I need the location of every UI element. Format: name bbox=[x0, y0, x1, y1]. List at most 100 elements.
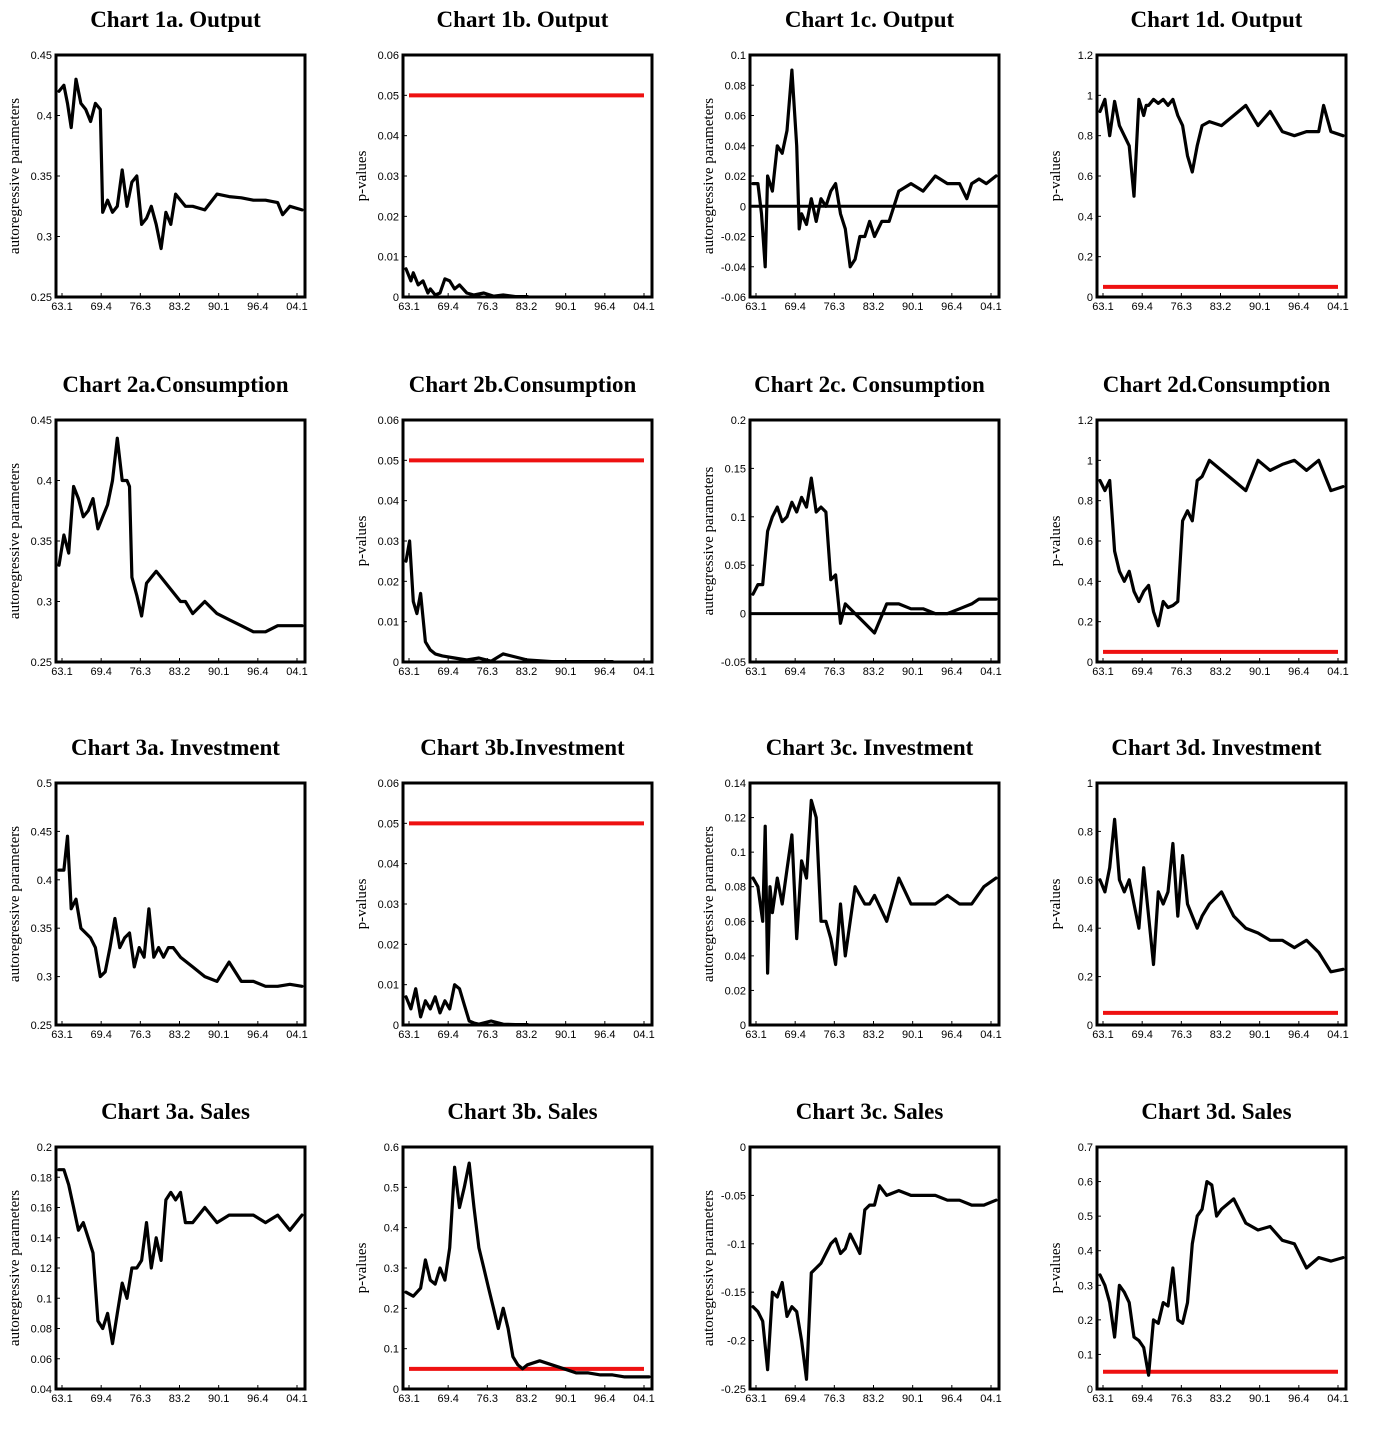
chart-panel-1d: Chart 1d. Output p-values 0 0.2 0.4 0.6 0.8 1 1.… bbox=[1041, 0, 1388, 352]
plot-frame bbox=[54, 418, 307, 664]
y-tick-label: 0.3 bbox=[384, 1263, 399, 1275]
x-tick-label: 04.1 bbox=[286, 1393, 307, 1405]
y-tick-label: 0.2 bbox=[1078, 252, 1093, 264]
x-tick-label: 69.4 bbox=[90, 1393, 111, 1405]
x-tick-label: 76.3 bbox=[1171, 1029, 1192, 1041]
y-tick-label: 0.25 bbox=[31, 657, 52, 669]
chart-title: Chart 2a.Consumption bbox=[62, 372, 288, 397]
series-line bbox=[1098, 817, 1345, 974]
x-tick-label: 63.1 bbox=[745, 666, 766, 678]
series-line bbox=[404, 1161, 651, 1379]
chart-title: Chart 3b. Sales bbox=[447, 1099, 597, 1124]
y-tick-label: 0.6 bbox=[1078, 536, 1093, 548]
y-axis-label: autoregressive parameters bbox=[7, 98, 23, 254]
x-tick-label: 76.3 bbox=[824, 301, 845, 313]
x-tick-label: 63.1 bbox=[398, 1393, 419, 1405]
series-line bbox=[57, 1168, 304, 1346]
y-tick-label: 0.3 bbox=[37, 972, 52, 984]
y-tick-label: 0.1 bbox=[731, 512, 746, 524]
chart-panel-4d: Chart 3d. Sales p-values 0 0.1 0.2 0.3 0.4 0.5 0… bbox=[1041, 1092, 1388, 1444]
y-tick-label: 0.8 bbox=[1078, 131, 1093, 143]
plot-frame bbox=[54, 781, 307, 1027]
y-tick-label: 1 bbox=[1087, 778, 1093, 790]
chart-title: Chart 3a. Investment bbox=[71, 735, 280, 760]
chart-title: Chart 2b.Consumption bbox=[409, 372, 637, 397]
x-tick-label: 63.1 bbox=[745, 1393, 766, 1405]
chart-panel-1a: Chart 1a. Output autoregressive parameter… bbox=[0, 0, 347, 352]
plot-frame bbox=[1095, 418, 1348, 664]
x-tick-label: 04.1 bbox=[980, 1393, 1001, 1405]
y-tick-label: -0.1 bbox=[727, 1239, 746, 1251]
chart-title: Chart 3d. Sales bbox=[1141, 1099, 1291, 1124]
y-tick-label: 0 bbox=[393, 1020, 399, 1032]
x-tick-label: 04.1 bbox=[286, 1029, 307, 1041]
x-tick-label: 83.2 bbox=[169, 1029, 190, 1041]
x-tick-label: 04.1 bbox=[1327, 301, 1348, 313]
chart-title: Chart 1a. Output bbox=[90, 7, 261, 32]
x-tick-label: 76.3 bbox=[477, 301, 498, 313]
x-tick-label: 69.4 bbox=[784, 1393, 805, 1405]
x-tick-label: 83.2 bbox=[169, 301, 190, 313]
y-tick-label: 0.4 bbox=[384, 1223, 399, 1235]
y-axis-label: autoregressive parameters bbox=[7, 826, 23, 982]
plot-frame bbox=[1095, 1145, 1348, 1391]
chart-title: Chart 3d. Investment bbox=[1111, 735, 1322, 760]
y-tick-label: 0.2 bbox=[37, 1142, 52, 1154]
y-tick-label: 1 bbox=[1087, 90, 1093, 102]
chart-grid: Chart 1a. Output autoregressive parameter… bbox=[0, 0, 1388, 1405]
y-tick-label: 0.15 bbox=[725, 463, 746, 475]
y-axis-label: p-values bbox=[354, 150, 370, 201]
chart-panel-4b: Chart 3b. Sales p-values 0 0.1 0.2 0.3 0.4 0.5 0… bbox=[347, 1092, 694, 1444]
x-tick-label: 63.1 bbox=[398, 1029, 419, 1041]
y-tick-label: 0.02 bbox=[378, 939, 399, 951]
x-tick-label: 63.1 bbox=[398, 666, 419, 678]
series-line bbox=[751, 68, 998, 269]
x-tick-label: 96.4 bbox=[247, 666, 268, 678]
y-tick-label: 0 bbox=[1087, 657, 1093, 669]
chart-svg-4c: Chart 3c. Sales autoregressive parameters… bbox=[701, 1099, 1002, 1405]
x-tick-label: 96.4 bbox=[941, 1029, 962, 1041]
chart-svg-4d: Chart 3d. Sales p-values 0 0.1 0.2 0.3 0.4 0.5 0… bbox=[1048, 1099, 1349, 1405]
y-tick-label: 0.45 bbox=[31, 50, 52, 62]
series-line bbox=[404, 983, 530, 1027]
plot-frame bbox=[401, 1145, 654, 1391]
y-tick-label: 0 bbox=[740, 1142, 746, 1154]
x-tick-label: 83.2 bbox=[863, 666, 884, 678]
y-tick-label: 0.4 bbox=[37, 875, 52, 887]
x-tick-label: 90.1 bbox=[555, 1393, 576, 1405]
y-tick-label: 0 bbox=[740, 201, 746, 213]
x-tick-label: 63.1 bbox=[1092, 666, 1113, 678]
y-tick-label: 0.2 bbox=[1078, 972, 1093, 984]
y-tick-label: 0.4 bbox=[1078, 1246, 1093, 1258]
chart-title: Chart 1c. Output bbox=[785, 7, 955, 32]
series-line bbox=[1098, 97, 1345, 198]
y-tick-label: 0.01 bbox=[378, 617, 399, 629]
y-axis-label: p-values bbox=[1048, 150, 1064, 201]
x-tick-label: 69.4 bbox=[437, 301, 458, 313]
chart-panel-4a: Chart 3a. Sales autoregressive parameters… bbox=[0, 1092, 347, 1444]
y-tick-label: 0.18 bbox=[31, 1172, 52, 1184]
x-tick-label: 76.3 bbox=[824, 666, 845, 678]
x-tick-label: 76.3 bbox=[130, 1393, 151, 1405]
y-tick-label: 0.6 bbox=[384, 1142, 399, 1154]
chart-panel-3c: Chart 3c. Investment autoregressive param… bbox=[694, 728, 1041, 1080]
x-tick-label: 96.4 bbox=[1288, 666, 1309, 678]
chart-panel-3b: Chart 3b.Investment p-values 0 0.01 0.02 0.03… bbox=[347, 728, 694, 1080]
plot-frame bbox=[748, 53, 1001, 299]
y-axis-label: autoregressive parameters bbox=[701, 1190, 717, 1346]
y-tick-label: 0.3 bbox=[37, 232, 52, 244]
y-tick-label: 0 bbox=[393, 292, 399, 304]
x-tick-label: 96.4 bbox=[941, 301, 962, 313]
x-tick-label: 96.4 bbox=[247, 301, 268, 313]
series-line bbox=[751, 798, 998, 975]
y-tick-label: 0.4 bbox=[1078, 576, 1093, 588]
y-tick-label: 0.4 bbox=[37, 111, 52, 123]
y-tick-label: 0.02 bbox=[378, 211, 399, 223]
y-tick-label: 0.01 bbox=[378, 252, 399, 264]
series-line bbox=[57, 834, 304, 988]
y-tick-label: 0 bbox=[1087, 292, 1093, 304]
y-tick-label: 0.14 bbox=[31, 1233, 52, 1245]
x-tick-label: 04.1 bbox=[1327, 666, 1348, 678]
chart-svg-1b: Chart 1b. Output p-values 0 0.01 0.02 0.03 0.0… bbox=[354, 7, 655, 313]
y-tick-label: 0.6 bbox=[1078, 171, 1093, 183]
